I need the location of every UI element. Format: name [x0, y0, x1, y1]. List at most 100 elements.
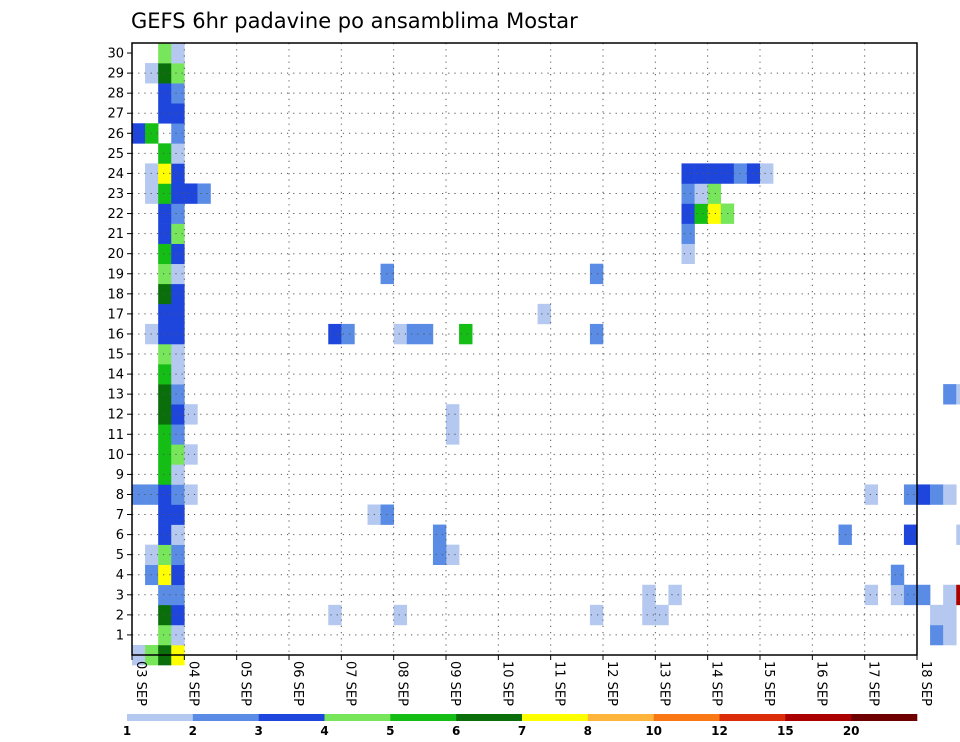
precip-cell	[171, 444, 185, 465]
precip-cell	[158, 223, 172, 244]
precip-cell	[943, 584, 957, 606]
colorbar-swatch	[785, 714, 852, 721]
y-tick-label: 1	[116, 628, 124, 643]
precip-cell	[864, 484, 879, 505]
precip-cell	[681, 163, 695, 184]
precip-cell	[406, 323, 421, 345]
precip-cell	[158, 43, 172, 64]
precip-cell	[158, 424, 172, 445]
precip-cell	[158, 364, 172, 385]
precip-cell	[171, 604, 185, 626]
x-tick-label: 05 SEP	[238, 661, 253, 706]
precip-cell	[171, 243, 185, 265]
plot-frame	[131, 42, 918, 656]
x-tick-label: 14 SEP	[709, 661, 724, 706]
precip-cell	[171, 103, 185, 124]
precip-cell	[171, 484, 185, 505]
precip-cell	[930, 604, 944, 626]
precip-cell	[681, 223, 695, 244]
precip-cell	[158, 444, 172, 465]
precip-cell	[903, 584, 918, 606]
y-tick-label: 21	[107, 227, 124, 242]
precip-cell	[171, 143, 185, 164]
colorbar-label: 6	[452, 724, 460, 738]
grid-lines	[132, 43, 917, 655]
colorbar-swatch	[851, 714, 918, 721]
colorbar-label: 8	[584, 724, 592, 738]
x-tick-label: 17 SEP	[866, 661, 881, 706]
y-tick-label: 6	[116, 528, 124, 543]
y-tick-label: 29	[107, 67, 124, 82]
precip-cell	[930, 484, 944, 505]
precip-cell	[943, 604, 957, 626]
colorbar-swatch	[522, 714, 589, 721]
precip-cell	[158, 584, 172, 606]
y-tick-label: 13	[107, 388, 124, 403]
y-tick-label: 11	[107, 428, 124, 443]
precip-cell	[158, 484, 172, 505]
colorbar-label: 5	[386, 724, 394, 738]
precip-cell	[171, 524, 185, 545]
precip-cell	[171, 343, 185, 365]
y-tick-label: 16	[107, 327, 124, 342]
colorbar-swatch	[258, 714, 325, 721]
precip-cell	[655, 604, 669, 626]
precip-cell	[171, 203, 185, 224]
chart-title: GEFS 6hr padavine po ansamblima Mostar	[131, 9, 578, 33]
y-tick-label: 19	[107, 267, 124, 282]
colorbar-swatch	[324, 714, 391, 721]
x-axis-ticks: 03 SEP 04 SEP 05 SEP 06 SEP 07 SEP 08 SEP 09 S…	[131, 655, 933, 706]
y-tick-label: 22	[107, 207, 124, 222]
precip-cell	[158, 343, 172, 365]
precip-cell	[694, 183, 708, 204]
y-tick-label: 5	[116, 548, 124, 563]
colorbar-swatch	[587, 714, 654, 721]
precip-cell	[707, 183, 722, 204]
precip-cell	[158, 183, 172, 204]
precip-cell	[158, 303, 172, 325]
precip-cell	[171, 624, 185, 646]
precip-cell	[956, 524, 960, 545]
y-tick-label: 15	[107, 348, 124, 363]
colorbar-swatch	[192, 714, 259, 721]
y-tick-label: 24	[107, 167, 124, 182]
y-tick-label: 26	[107, 127, 124, 142]
precip-cell	[171, 283, 185, 305]
precip-cell	[171, 544, 185, 566]
colorbar-label: 7	[518, 724, 526, 738]
precip-cell	[171, 43, 185, 64]
precip-cell	[171, 303, 185, 325]
precip-cell	[158, 604, 172, 626]
precip-cell	[707, 163, 722, 184]
precip-cell	[917, 584, 931, 606]
colorbar-swatch	[719, 714, 786, 721]
y-tick-label: 10	[107, 448, 124, 463]
precip-cell	[158, 404, 172, 425]
precip-cell	[158, 243, 172, 265]
colorbar-label: 15	[777, 724, 794, 738]
precip-cell	[589, 263, 604, 285]
x-tick-label: 16 SEP	[813, 661, 828, 706]
precip-cell	[746, 163, 761, 184]
precip-cell	[432, 544, 447, 566]
precip-cell	[890, 584, 905, 606]
precip-cell	[158, 203, 172, 224]
precip-cell	[158, 323, 172, 345]
precip-cell	[589, 604, 604, 626]
x-tick-label: 13 SEP	[656, 661, 671, 706]
colorbar-swatch	[127, 714, 194, 721]
colorbar-swatch	[653, 714, 720, 721]
precip-cell	[171, 323, 185, 345]
x-tick-label: 06 SEP	[290, 661, 305, 706]
precip-cell	[642, 584, 656, 606]
precip-cell	[197, 183, 211, 204]
precip-cell	[694, 163, 708, 184]
precip-cell	[184, 183, 198, 204]
precip-cell	[903, 484, 918, 505]
precip-cell	[432, 524, 447, 545]
precip-cell	[956, 584, 960, 606]
precip-cell	[446, 544, 460, 566]
x-tick-label: 10 SEP	[499, 661, 514, 706]
precip-cell	[446, 404, 460, 425]
